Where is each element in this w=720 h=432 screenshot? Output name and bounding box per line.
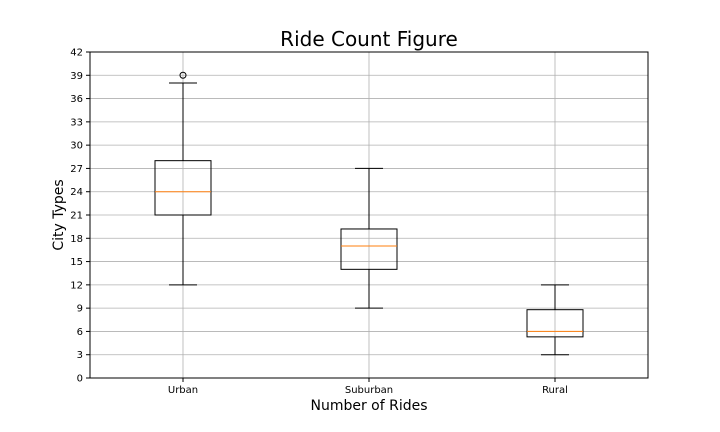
iqr-box — [340, 228, 398, 270]
iqr-box — [526, 309, 584, 338]
y-tick-label: 27 — [70, 164, 83, 175]
box-series — [154, 71, 584, 356]
box-rural — [526, 284, 584, 356]
x-tick-label-suburban: Suburban — [345, 385, 393, 396]
y-tick-label: 3 — [77, 350, 83, 361]
chart-title: Ride Count Figure — [280, 27, 458, 51]
y-tick-label: 33 — [70, 117, 83, 128]
y-tick-label: 30 — [70, 141, 83, 152]
outlier-point — [179, 71, 187, 79]
y-tick-label: 12 — [70, 280, 83, 291]
y-tick-label: 6 — [77, 327, 83, 338]
box-suburban — [340, 167, 398, 309]
x-tick-label-urban: Urban — [168, 385, 198, 396]
y-tick-label: 42 — [70, 48, 83, 59]
y-tick-label: 18 — [70, 234, 83, 245]
y-axis-label: City Types — [51, 179, 67, 250]
y-tick-label: 36 — [70, 94, 83, 105]
y-tick-label: 39 — [70, 71, 83, 82]
iqr-box — [154, 160, 212, 216]
y-tick-label: 15 — [70, 257, 83, 268]
y-tick-label: 21 — [70, 211, 83, 222]
y-tick-label: 0 — [77, 374, 83, 385]
y-tick-label: 9 — [77, 304, 83, 315]
x-axis-label: Number of Rides — [310, 398, 427, 414]
box-urban — [154, 71, 212, 286]
x-tick-label-rural: Rural — [542, 385, 568, 396]
y-tick-label: 24 — [70, 187, 83, 198]
